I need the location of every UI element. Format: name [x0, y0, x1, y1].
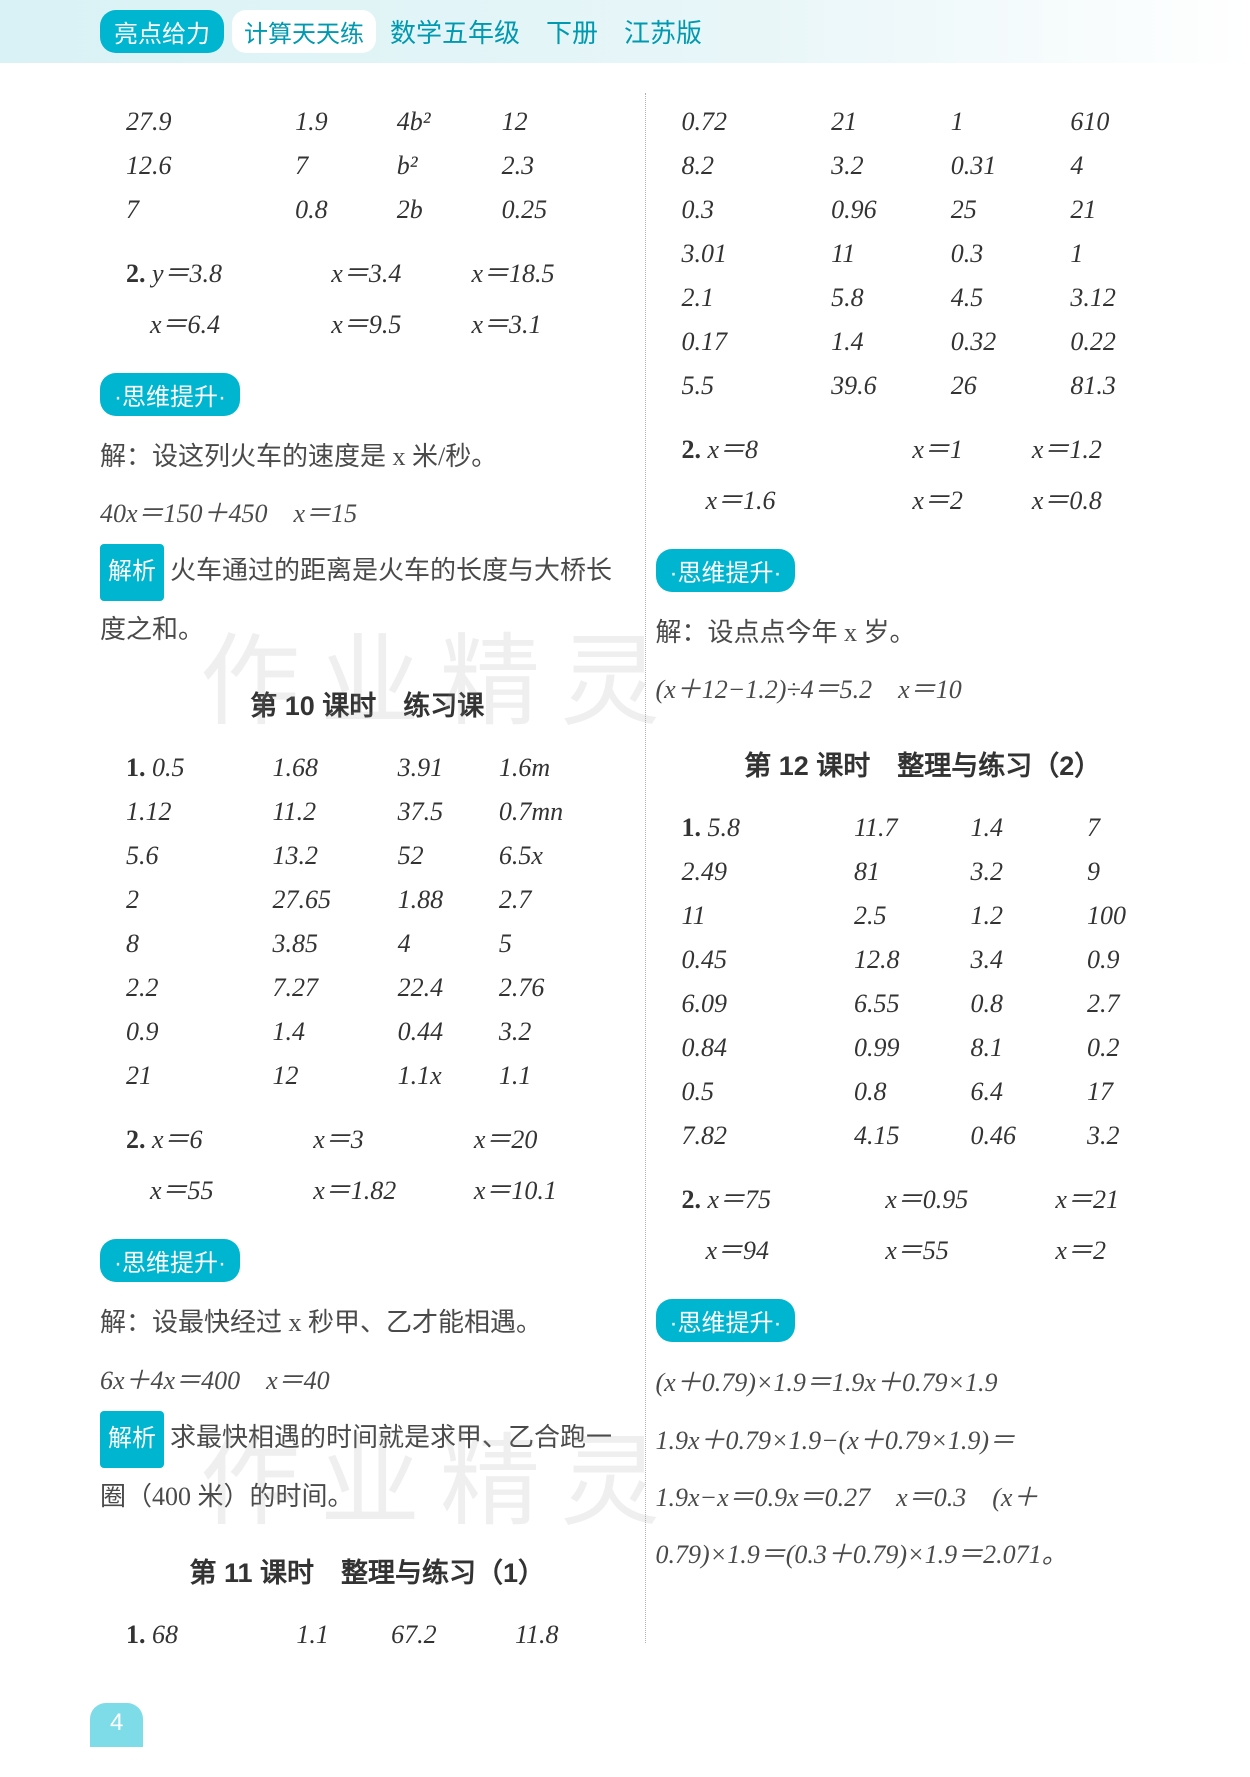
thinking-badge-2: ·思维提升· — [100, 1239, 240, 1282]
header-brand-pill: 亮点给力 — [100, 10, 224, 53]
thinking-badge-1: ·思维提升· — [100, 373, 240, 416]
solution-3-line1: 解：设点点今年 x 岁。 — [656, 604, 1191, 661]
sec12-q1-grid: 1.5.811.71.47 2.49813.29 112.51.2100 0.4… — [656, 799, 1191, 1165]
solution-4-l2: 1.9x＋0.79×1.9−(x＋0.79×1.9)＝ — [656, 1412, 1191, 1469]
right-column: 0.72211610 8.23.20.314 0.30.962521 3.011… — [656, 93, 1191, 1643]
solution-3-formula: (x＋12−1.2)÷4＝5.2 x＝10 — [656, 661, 1191, 718]
solution-1-formula: 40x＝150＋450 x＝15 — [100, 485, 635, 542]
left-column: 27.91.94b²12 12.67b²2.3 70.82b0.25 2.y＝3… — [100, 93, 635, 1643]
section-12-title: 第 12 课时 整理与练习（2） — [656, 744, 1191, 783]
sec10-q2-equations: 2.x＝6x＝3x＝20 x＝55x＝1.82x＝10.1 — [100, 1105, 635, 1221]
analysis-label-2: 解析 — [100, 1411, 164, 1468]
section-11-title: 第 11 课时 整理与练习（1） — [100, 1551, 635, 1590]
solution-1-line1: 解：设这列火车的速度是 x 米/秒。 — [100, 428, 635, 485]
left-q2-equations: 2.y＝3.8x＝3.4x＝18.5 x＝6.4x＝9.5x＝3.1 — [100, 239, 635, 355]
analysis-1: 解析火车通过的距离是火车的长度与大桥长度之和。 — [100, 542, 635, 658]
header-text: 数学五年级 下册 江苏版 — [390, 13, 702, 50]
thinking-badge-3: ·思维提升· — [656, 549, 796, 592]
solution-2-line1: 解：设最快经过 x 秒甲、乙才能相遇。 — [100, 1294, 635, 1351]
page-header: 亮点给力 计算天天练 数学五年级 下册 江苏版 — [0, 0, 1250, 63]
solution-4-l1: (x＋0.79)×1.9＝1.9x＋0.79×1.9 — [656, 1354, 1191, 1411]
right-top-grid: 0.72211610 8.23.20.314 0.30.962521 3.011… — [656, 93, 1191, 415]
solution-4-l4: 0.79)×1.9＝(0.3＋0.79)×1.9＝2.071。 — [656, 1526, 1191, 1583]
solution-4-l3: 1.9x−x＝0.9x＝0.27 x＝0.3 (x＋ — [656, 1469, 1191, 1526]
analysis-2: 解析求最快相遇的时间就是求甲、乙合跑一圈（400 米）的时间。 — [100, 1409, 635, 1525]
sec11-q1-grid: 1.681.167.211.8 — [100, 1606, 635, 1664]
column-divider — [645, 93, 646, 1643]
content-columns: 27.91.94b²12 12.67b²2.3 70.82b0.25 2.y＝3… — [100, 93, 1190, 1643]
left-top-grid: 27.91.94b²12 12.67b²2.3 70.82b0.25 — [100, 93, 635, 239]
sec12-q2-equations: 2.x＝75x＝0.95x＝21 x＝94x＝55x＝2 — [656, 1165, 1191, 1281]
header-subtitle: 计算天天练 — [232, 10, 376, 53]
sec10-q1-grid: 1.0.51.683.911.6m 1.1211.237.50.7mn 5.61… — [100, 739, 635, 1105]
solution-2-formula: 6x＋4x＝400 x＝40 — [100, 1352, 635, 1409]
page-number-badge: 4 — [90, 1703, 143, 1747]
analysis-label: 解析 — [100, 544, 164, 601]
thinking-badge-4: ·思维提升· — [656, 1299, 796, 1342]
right-q2-equations: 2.x＝8x＝1x＝1.2 x＝1.6x＝2x＝0.8 — [656, 415, 1191, 531]
section-10-title: 第 10 课时 练习课 — [100, 684, 635, 723]
